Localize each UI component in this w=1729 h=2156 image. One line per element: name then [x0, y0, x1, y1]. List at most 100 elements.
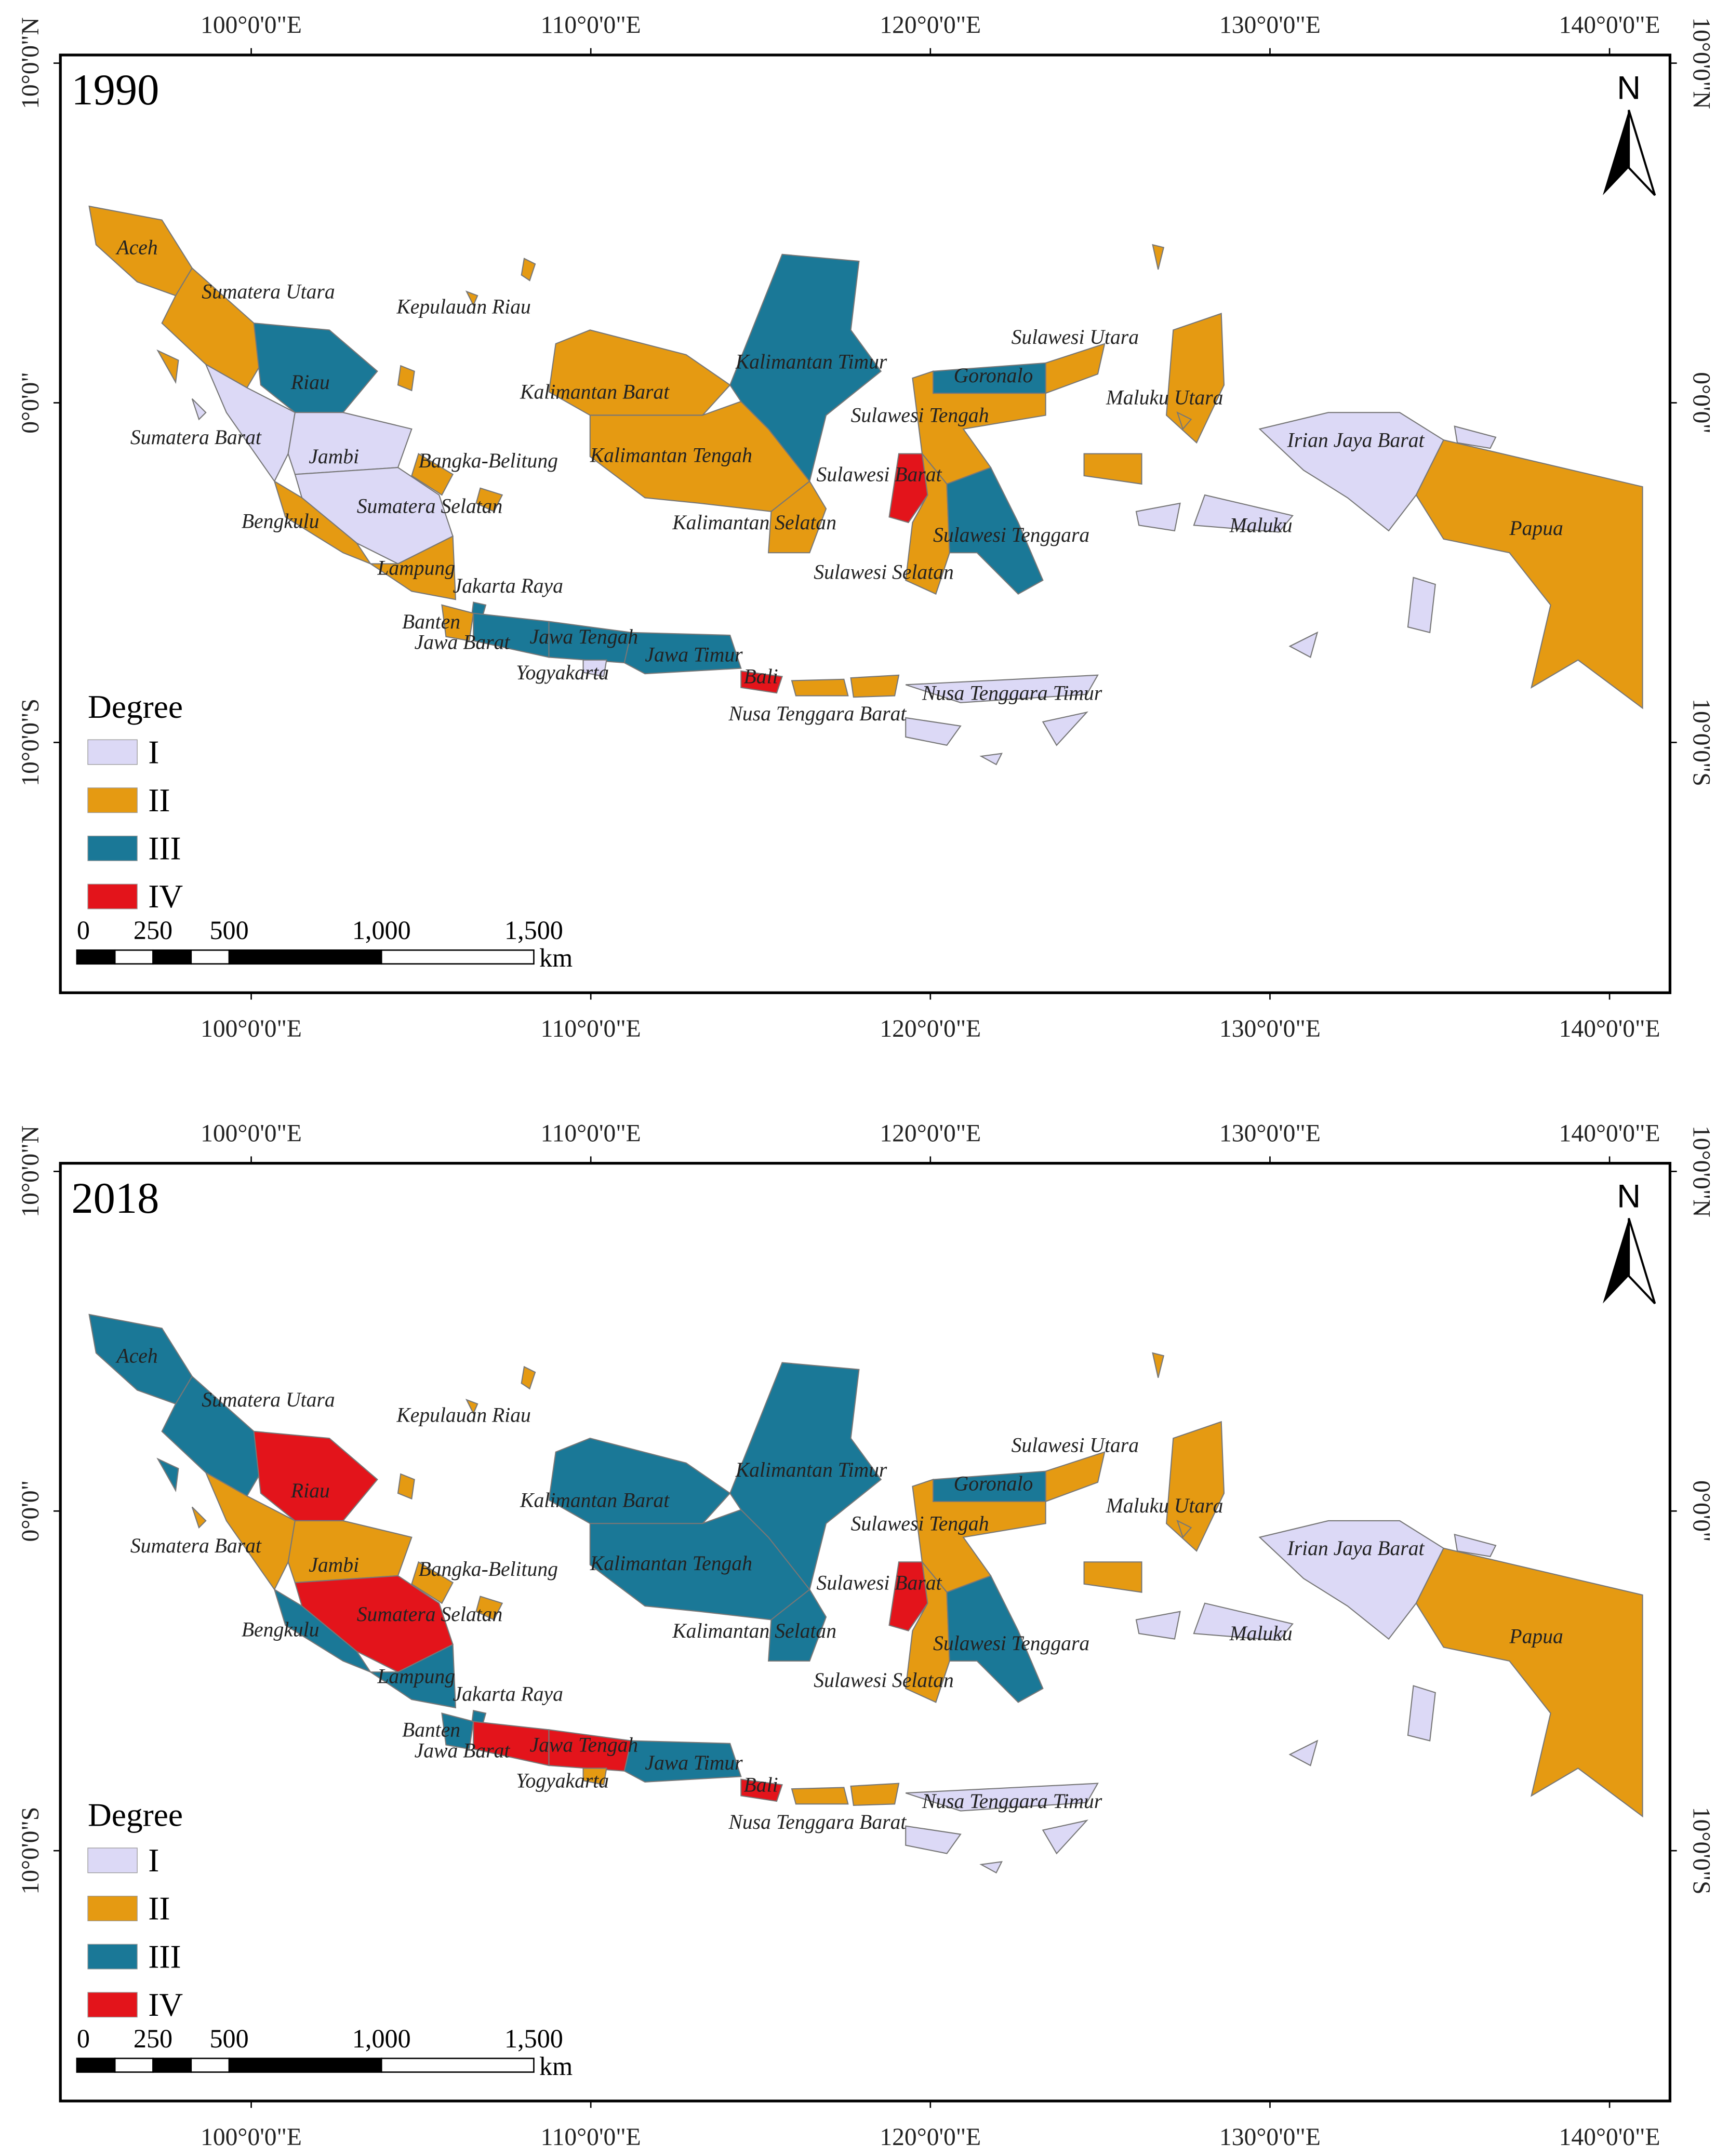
- province: [465, 1399, 478, 1415]
- scale-label: 1,000: [352, 2024, 411, 2053]
- lon-label: 110°0'0"E: [541, 11, 641, 38]
- province-label: Sulawesi Barat: [817, 463, 942, 486]
- province-label: Nusa Tenggara Timur: [922, 1790, 1102, 1813]
- province-label: Sumatera Barat: [130, 426, 262, 449]
- province-label: Maluku: [1229, 514, 1293, 537]
- map-frame: [59, 53, 1672, 995]
- map-panel: Aceh Sumatera Utara Riau Sumatera Barat Jamb…: [17, 11, 1714, 1042]
- province-label: Bali: [744, 665, 778, 688]
- province-label: Sumatera Selatan: [357, 1603, 503, 1626]
- province: [850, 674, 900, 698]
- lat-label: 0°0'0": [1687, 372, 1714, 434]
- province: [623, 632, 742, 675]
- province: [1193, 494, 1294, 533]
- province: [946, 466, 1044, 595]
- province: [582, 1767, 607, 1786]
- legend-label: IV: [148, 878, 183, 915]
- province-label: Yogyakarta: [516, 1769, 609, 1792]
- province-label: Sulawesi Tenggara: [933, 524, 1089, 546]
- lon-label: 130°0'0"E: [1219, 1120, 1321, 1147]
- lat-label: 10°0'0"S: [1687, 1807, 1714, 1895]
- lat-label: 0°0'0": [1687, 1480, 1714, 1542]
- province-label: Sumatera Utara: [202, 280, 335, 303]
- province: [1415, 439, 1643, 709]
- province: [905, 1825, 962, 1854]
- province: [905, 717, 962, 746]
- scale-label: 1,500: [504, 916, 563, 945]
- province-label: Goronalo: [954, 1472, 1033, 1495]
- lat-label: 10°0'0"S: [17, 1807, 44, 1895]
- legend-swatch: [87, 739, 138, 765]
- scale-segment: [228, 2057, 382, 2073]
- lat-label: 10°0'0"N: [1687, 1126, 1714, 1217]
- province-label: Jawa Timur: [645, 643, 743, 666]
- province: [475, 487, 503, 513]
- scale-label: 1,500: [504, 2024, 563, 2053]
- province: [1083, 1561, 1142, 1593]
- province-label: Bali: [744, 1773, 778, 1796]
- province: [548, 1437, 731, 1524]
- province: [411, 1561, 454, 1604]
- province: [475, 1596, 503, 1621]
- province: [368, 1643, 457, 1709]
- province: [441, 604, 474, 641]
- legend-label: IV: [148, 1986, 183, 2023]
- legend-title: Degree: [88, 688, 183, 725]
- province: [905, 1783, 1099, 1812]
- province: [1135, 502, 1181, 532]
- lon-label: 120°0'0"E: [880, 11, 981, 38]
- lon-label: 120°0'0"E: [880, 2124, 981, 2151]
- north-label: N: [1617, 1178, 1641, 1214]
- province-label: Irian Jaya Barat: [1287, 1537, 1425, 1560]
- map-panel: Aceh Sumatera Utara Riau Sumatera Barat Jamb…: [17, 1120, 1714, 2151]
- province-label: Sumatera Utara: [202, 1388, 335, 1411]
- province-label: Riau: [290, 1479, 330, 1502]
- province-label: Sulawesi Barat: [817, 1571, 942, 1594]
- province-label: Kalimantan Barat: [520, 1489, 670, 1511]
- province: [1176, 411, 1192, 431]
- province: [791, 1787, 849, 1805]
- lon-label: 120°0'0"E: [880, 1015, 981, 1042]
- province-label: Jambi: [309, 1554, 359, 1576]
- lon-label: 100°0'0"E: [201, 1120, 302, 1147]
- province: [1176, 1519, 1192, 1538]
- lon-label: 140°0'0"E: [1559, 11, 1660, 38]
- scale-label: 0: [77, 2024, 90, 2053]
- scale-segment: [76, 949, 116, 965]
- legend-label: II: [148, 1890, 170, 1927]
- province: [253, 322, 378, 413]
- legend-label: III: [148, 1938, 181, 1975]
- province: [767, 480, 827, 554]
- province-label: Jambi: [309, 445, 359, 468]
- province: [1193, 1602, 1294, 1641]
- scale-label: 250: [134, 916, 172, 945]
- province-label: Papua: [1509, 1625, 1563, 1648]
- scale-segment: [114, 2057, 154, 2073]
- province-label: Kepulauan Riau: [396, 1403, 531, 1426]
- province: [161, 267, 261, 389]
- province-label: Kalimantan Timur: [735, 1458, 887, 1481]
- province: [979, 1861, 1003, 1874]
- province: [582, 659, 607, 677]
- province-label: Jawa Barat: [415, 1739, 511, 1762]
- province-label: Papua: [1509, 517, 1563, 540]
- province-label: Banten: [402, 610, 460, 633]
- legend-swatch: [87, 883, 138, 909]
- lat-label: 10°0'0"N: [17, 1126, 44, 1217]
- province-label: Banten: [402, 1719, 460, 1742]
- north-arrow: [1628, 110, 1656, 196]
- lon-label: 110°0'0"E: [541, 1015, 641, 1042]
- lon-label: 130°0'0"E: [1219, 2124, 1321, 2151]
- legend-swatch: [87, 1847, 138, 1873]
- lon-label: 110°0'0"E: [541, 2124, 641, 2151]
- province-label: Sulawesi Tengah: [851, 1512, 989, 1535]
- province-label: Nusa Tenggara Timur: [922, 681, 1102, 704]
- province-label: Sulawesi Utara: [1012, 1434, 1139, 1457]
- scale-label: 0: [77, 916, 90, 945]
- province: [411, 453, 454, 496]
- lat-label: 10°0'0"N: [1687, 17, 1714, 109]
- province-label: Nusa Tenggara Barat: [728, 1811, 907, 1833]
- scale-segment: [380, 949, 535, 965]
- province-label: Bengkulu: [242, 510, 320, 533]
- map-title: 2018: [71, 1174, 159, 1223]
